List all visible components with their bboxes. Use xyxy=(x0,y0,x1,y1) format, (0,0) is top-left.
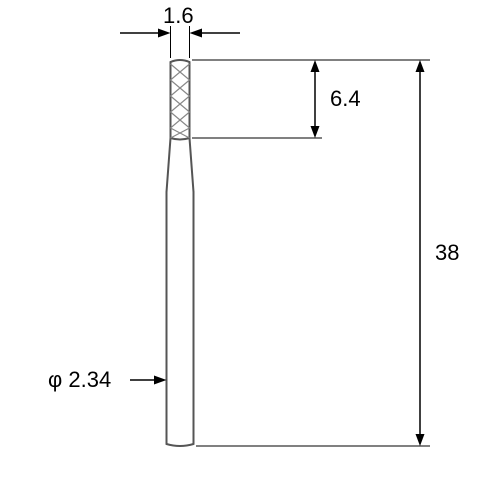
dim-tip-length: 6.4 xyxy=(192,60,430,138)
dimension-drawing: 1.6 6.4 38 φ 2.34 xyxy=(0,0,500,500)
knurl-hatch xyxy=(171,64,190,138)
dim-tip-width: 1.6 xyxy=(120,3,240,58)
dim-shank-diameter: φ 2.34 xyxy=(48,367,167,392)
tool-bit xyxy=(167,60,194,446)
dim-tip-width-label: 1.6 xyxy=(163,3,194,28)
dim-tip-length-label: 6.4 xyxy=(330,86,361,111)
dim-shank-diameter-label: φ 2.34 xyxy=(48,367,111,392)
dim-total-length: 38 xyxy=(196,60,459,446)
dim-total-length-label: 38 xyxy=(435,240,459,265)
